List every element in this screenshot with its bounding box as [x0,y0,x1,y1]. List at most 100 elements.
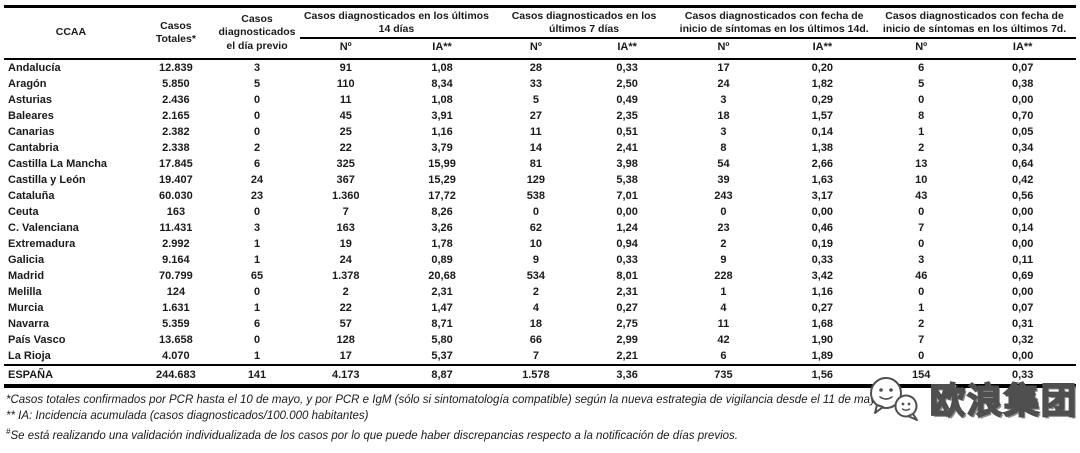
value-cell: 0,00 [1011,286,1034,298]
value-cell: 0,70 [1011,110,1034,122]
value-cell: 0 [253,110,261,122]
value-cell: 1,89 [811,350,834,362]
value-cell: 0,00 [1011,94,1034,106]
value-cell: 0,32 [1011,334,1034,346]
value-cell: 0,49 [616,94,638,106]
value-cell: 8,71 [431,318,453,330]
value-cell: 0,27 [811,302,834,314]
value-cell: 11 [339,94,352,106]
value-cell: 0,11 [1012,254,1034,266]
ccaa-label: La Rioja [8,350,51,362]
value-cell: 7 [918,334,925,346]
value-cell: 1,63 [811,174,834,186]
value-cell: 1.578 [492,364,579,388]
col-header-diag-7d: Casos diagnosticados en los últimos 7 dí… [492,6,676,40]
value-cell: 0,00 [811,206,834,218]
value-cell: 19.407 [159,174,193,186]
value-cell: 2,31 [616,286,638,298]
table-row: Murcia 1.631 1 22 1,47 4 0,27 4 0,27 1 0,07 [4,300,1076,316]
value-cell: 22 [339,302,352,314]
value-cell: 8,01 [616,270,638,282]
value-cell: 0,00 [1011,206,1034,218]
value-cell: 0 [253,126,261,138]
value-cell: 0,27 [616,302,638,314]
value-cell: 2 [720,238,727,250]
footnote-casos-totales: *Casos totales confirmados por PCR hasta… [6,392,1074,408]
value-cell: 19 [339,238,352,250]
value-cell: 0 [532,206,539,218]
value-cell: 1.631 [162,302,190,314]
value-cell: 2 [253,142,261,154]
value-cell: 243 [714,190,733,202]
value-cell: 7 [342,206,349,218]
value-cell: 5 [918,78,925,90]
value-cell: 7 [918,222,925,234]
col-header-ccaa: CCAA [4,6,138,60]
value-cell: 2,31 [431,286,453,298]
value-cell: 2.165 [162,110,190,122]
value-cell: 33 [529,78,542,90]
ccaa-label: C. Valenciana [8,222,79,234]
value-cell: 23 [250,190,264,202]
value-cell: 325 [336,158,355,170]
value-cell: 0,07 [1011,62,1034,74]
value-cell: 5.850 [162,78,190,90]
value-cell: 2.338 [162,142,190,154]
value-cell: 1.378 [331,270,360,282]
value-cell: 22 [339,142,352,154]
value-cell: 23 [717,222,730,234]
subcol-n-sintomas-7d: Nº [873,38,970,60]
value-cell: 4 [532,302,539,314]
value-cell: 0,07 [1011,302,1034,314]
table-row: Melilla 124 0 2 2,31 2 2,31 1 1,16 0 0,00 [4,284,1076,300]
value-cell: 141 [213,364,301,388]
value-cell: 1,56 [771,364,874,388]
value-cell: 10 [529,238,542,250]
value-cell: 18 [717,110,730,122]
ccaa-label: Cataluña [8,190,55,202]
footnote-marker: ** [6,410,19,422]
ccaa-label: Castilla y León [8,174,86,186]
col-header-sintomas-14d: Casos diagnosticados con fecha de inicio… [675,6,874,40]
value-cell: 4.070 [162,350,190,362]
value-cell: 2,50 [616,78,638,90]
value-cell: 2,21 [616,350,638,362]
ccaa-label: Murcia [8,302,44,314]
value-cell: 1 [918,126,925,138]
value-cell: 0,33 [969,364,1076,388]
value-cell: 0,33 [616,62,638,74]
value-cell: 2 [918,142,925,154]
value-cell: 1,24 [616,222,638,234]
value-cell: 5 [253,78,261,90]
value-cell: 0,51 [616,126,638,138]
ccaa-label: Baleares [8,110,54,122]
footnote-ia: ** IA: Incidencia acumulada (casos diagn… [6,408,1074,424]
value-cell: 3,26 [431,222,453,234]
ccaa-label: Cantabria [8,142,59,154]
value-cell: 1,47 [431,302,453,314]
value-cell: 3,98 [616,158,638,170]
value-cell: 0,64 [1011,158,1034,170]
value-cell: 0,19 [811,238,834,250]
value-cell: 11 [717,318,730,330]
value-cell: 7 [532,350,539,362]
value-cell: 0,38 [1011,78,1034,90]
value-cell: 367 [336,174,355,186]
value-cell: 91 [339,62,352,74]
value-cell: 0 [720,206,727,218]
value-cell: 14 [529,142,542,154]
table-row: Castilla y León 19.407 24 367 15,29 129 5,38 39… [4,172,1076,188]
value-cell: 62 [529,222,542,234]
value-cell: 24 [339,254,352,266]
value-cell: 39 [717,174,730,186]
value-cell: 0 [253,286,261,298]
value-cell: 1,90 [811,334,834,346]
value-cell: 1,16 [431,126,453,138]
value-cell: 45 [339,110,352,122]
value-cell: 4.173 [300,364,392,388]
subcol-ia-diag-14d: IA** [391,38,493,60]
value-cell: 28 [529,62,542,74]
covid-ccaa-table: CCAA Casos Totales* Casos diagnosticados… [4,5,1076,388]
value-cell: 8 [918,110,925,122]
value-cell: 2,66 [811,158,834,170]
